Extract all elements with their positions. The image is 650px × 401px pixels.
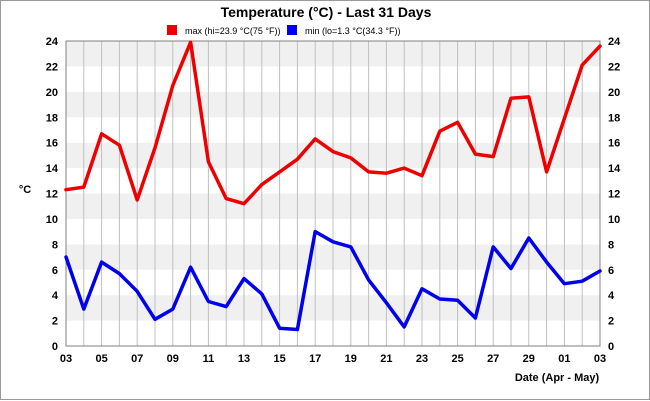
x-tick-label: 21 <box>380 353 392 365</box>
y-tick-label-right: 20 <box>608 87 620 99</box>
x-tick-label: 05 <box>95 353 107 365</box>
chart-legend: max (hi=23.9 °C(75 °F)) min (lo=1.3 °C(3… <box>167 25 400 36</box>
y-tick-label-right: 4 <box>608 290 615 302</box>
x-tick-label: 09 <box>167 353 179 365</box>
y-tick-label-right: 10 <box>608 214 620 226</box>
y-tick-label-left: 10 <box>46 214 58 226</box>
y-tick-label-left: 12 <box>46 189 58 201</box>
chart-title: Temperature (°C) - Last 31 Days <box>221 4 432 20</box>
y-tick-label-left: 8 <box>52 239 58 251</box>
x-tick-label: 11 <box>203 353 215 365</box>
x-tick-label: 17 <box>309 353 321 365</box>
x-tick-label: 03 <box>594 353 606 365</box>
x-axis-label: Date (Apr - May) <box>515 372 600 384</box>
y-tick-label-left: 18 <box>46 112 58 124</box>
plot-border <box>65 40 601 347</box>
y-tick-label-right: 2 <box>608 316 614 328</box>
y-tick-label-right: 8 <box>608 239 614 251</box>
y-tick-label-right: 24 <box>608 36 621 48</box>
y-tick-label-left: 6 <box>52 265 58 277</box>
y-tick-label-left: 20 <box>46 87 58 99</box>
y-tick-label-right: 12 <box>608 189 620 201</box>
y-tick-label-left: 4 <box>52 290 59 302</box>
y-tick-label-left: 0 <box>52 341 58 353</box>
x-tick-label: 29 <box>523 353 535 365</box>
legend-label-min: min (lo=1.3 °C(34.3 °F)) <box>305 26 400 36</box>
legend-swatch-min <box>287 25 297 35</box>
y-axis-label: °C <box>19 184 31 196</box>
legend-label-max: max (hi=23.9 °C(75 °F)) <box>185 26 280 36</box>
x-tick-label: 01 <box>558 353 570 365</box>
y-tick-label-right: 18 <box>608 112 620 124</box>
series-line-max <box>64 40 602 206</box>
y-tick-label-left: 24 <box>46 36 59 48</box>
series-lines <box>64 40 602 332</box>
x-tick-label: 19 <box>345 353 357 365</box>
x-tick-label: 03 <box>60 353 72 365</box>
legend-swatch-max <box>167 25 177 35</box>
y-tick-label-right: 22 <box>608 61 620 73</box>
x-tick-label: 07 <box>131 353 143 365</box>
y-tick-label-right: 0 <box>608 341 614 353</box>
series-line-min <box>64 229 602 332</box>
y-tick-label-right: 16 <box>608 138 620 150</box>
x-tick-label: 25 <box>451 353 463 365</box>
x-tick-label: 27 <box>487 353 499 365</box>
x-tick-label: 15 <box>273 353 285 365</box>
y-tick-label-right: 14 <box>608 163 621 175</box>
y-tick-label-right: 6 <box>608 265 614 277</box>
y-tick-label-left: 2 <box>52 316 58 328</box>
x-tick-label: 13 <box>238 353 250 365</box>
x-tick-label: 23 <box>416 353 428 365</box>
y-tick-label-left: 22 <box>46 61 58 73</box>
x-axis: 03 05 07 09 11 13 15 17 19 21 23 25 27 29 01 03 <box>60 353 606 365</box>
y-tick-label-left: 14 <box>46 163 59 175</box>
y-tick-label-left: 16 <box>46 138 58 150</box>
